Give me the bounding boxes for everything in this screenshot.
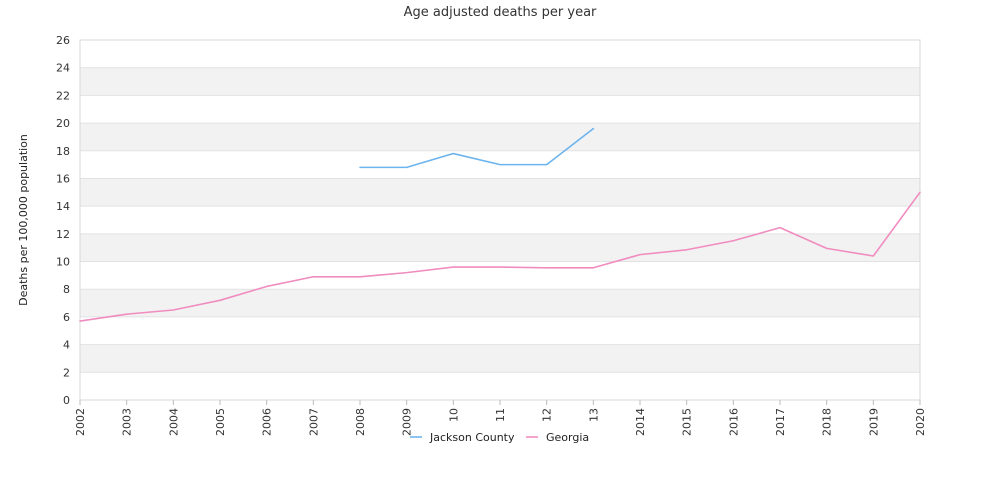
gridlines — [80, 39, 920, 401]
grid-band — [80, 372, 920, 400]
grid-band — [80, 40, 920, 68]
series-line-jackson-county[interactable] — [359, 127, 595, 169]
y-tick-label: 10 — [56, 256, 70, 269]
y-tick-label: 4 — [63, 339, 70, 352]
y-tick-label: 16 — [56, 172, 70, 185]
grid-band — [80, 344, 920, 373]
x-tick-label: 2004 — [167, 408, 180, 436]
x-tick-label: 2002 — [74, 408, 87, 436]
y-tick-label: 12 — [56, 228, 70, 241]
x-tick-label: 13 — [587, 408, 600, 422]
x-tick-label: 2020 — [914, 408, 927, 436]
y-tick-label: 26 — [56, 34, 70, 47]
x-tick-label: 2016 — [727, 408, 740, 436]
legend-label[interactable]: Georgia — [546, 431, 589, 444]
grid-band — [80, 289, 920, 317]
y-tick-label: 0 — [63, 394, 70, 407]
grid-band — [80, 233, 920, 262]
y-tick-label: 22 — [56, 89, 70, 102]
x-tick-label: 2003 — [121, 408, 134, 436]
x-tick-label: 2008 — [354, 408, 367, 436]
grid-band — [80, 123, 920, 151]
grid-band — [80, 95, 920, 124]
x-tick-label: 12 — [541, 408, 554, 422]
grid-band — [80, 178, 920, 207]
grid-band — [80, 261, 920, 290]
y-tick-label: 18 — [56, 145, 70, 158]
grid-bands — [80, 40, 920, 400]
x-tick-label: 2018 — [821, 408, 834, 436]
series-line-georgia[interactable] — [79, 191, 921, 322]
y-tick-label: 24 — [56, 62, 70, 75]
x-tick-label: 2009 — [401, 408, 414, 436]
x-tick-label: 2007 — [307, 408, 320, 436]
x-axis-ticks: 2002 2003 2004 2005 2006 2007 2008 2009 10 11 12 13… — [74, 400, 927, 436]
x-tick-label: 2006 — [261, 408, 274, 436]
grid-band — [80, 316, 920, 345]
x-tick-label: 2019 — [867, 408, 880, 436]
x-tick-label: 10 — [447, 408, 460, 422]
y-tick-label: 8 — [63, 283, 70, 296]
y-tick-label: 14 — [56, 200, 70, 213]
chart-title: Age adjusted deaths per year — [404, 5, 597, 20]
y-tick-label: 6 — [63, 311, 70, 324]
x-tick-label: 2005 — [214, 408, 227, 436]
y-tick-label: 2 — [63, 366, 70, 379]
y-axis-title: Deaths per 100,000 population — [17, 134, 30, 306]
series-lines — [79, 127, 921, 322]
legend[interactable]: Jackson County Georgia — [410, 431, 589, 444]
grid-band — [80, 67, 920, 96]
y-tick-label: 20 — [56, 117, 70, 130]
legend-label[interactable]: Jackson County — [429, 431, 515, 444]
x-tick-label: 2014 — [634, 408, 647, 436]
x-tick-label: 2015 — [681, 408, 694, 436]
x-tick-label: 2017 — [774, 408, 787, 436]
grid-band — [80, 206, 920, 234]
x-tick-label: 11 — [494, 408, 507, 422]
